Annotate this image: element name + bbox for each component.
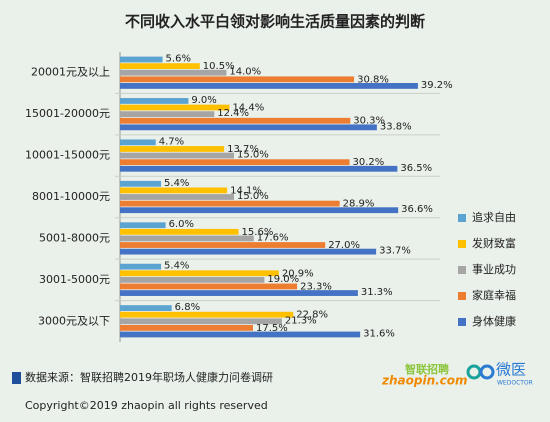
legend-label: 家庭幸福 (472, 288, 516, 302)
bar (120, 146, 225, 152)
chart-title: 不同收入水平白领对影响生活质量因素的判断 (125, 13, 425, 31)
bar (120, 283, 298, 290)
bar (120, 207, 399, 214)
value-label: 23.3% (300, 281, 332, 292)
logo2-en: WEDOCTOR (497, 380, 533, 387)
legend-swatch (458, 214, 466, 222)
bar (120, 228, 239, 235)
bar (120, 56, 163, 63)
value-label: 39.2% (421, 80, 453, 91)
value-label: 19.0% (267, 274, 299, 285)
bar (120, 83, 418, 89)
value-label: 5.4% (164, 261, 189, 272)
logo-en: zhaopin.com (381, 374, 468, 388)
value-label: 5.4% (164, 178, 189, 189)
value-label: 17.6% (257, 232, 289, 243)
bar (120, 222, 166, 229)
bar (120, 76, 355, 83)
value-label: 9.0% (191, 95, 216, 106)
bar (120, 152, 234, 159)
value-label: 15.6% (242, 227, 274, 238)
category-label: 15001-20000元 (25, 107, 110, 120)
logo-icon (479, 364, 495, 380)
value-label: 14.1% (230, 185, 262, 196)
value-label: 31.6% (363, 328, 395, 339)
value-label: 4.7% (159, 136, 184, 147)
copyright: Copyright©2019 zhaopin all rights reserv… (25, 399, 268, 412)
bar (120, 104, 230, 111)
legend-label: 追求自由 (472, 210, 516, 224)
bar (120, 242, 326, 248)
category-label: 10001-15000元 (25, 149, 110, 162)
value-label: 6.0% (169, 219, 194, 230)
bar (120, 98, 189, 104)
value-label: 14.4% (232, 103, 264, 114)
value-label: 21.3% (285, 315, 317, 326)
source: 数据来源：智联招聘2019年职场人健康力问卷调研 (25, 370, 273, 384)
bar (120, 194, 234, 200)
value-label: 28.9% (343, 199, 375, 210)
value-label: 36.6% (401, 204, 433, 215)
legend-swatch (458, 292, 466, 300)
legend-label: 身体健康 (472, 314, 516, 328)
bar (120, 276, 265, 283)
value-label: 36.5% (400, 163, 432, 174)
value-label: 27.0% (328, 240, 360, 251)
value-label: 5.6% (166, 54, 191, 65)
value-label: 14.0% (229, 67, 261, 78)
value-label: 17.5% (256, 323, 288, 334)
legend-label: 事业成功 (472, 263, 516, 276)
bar (120, 139, 156, 146)
value-label: 22.8% (296, 310, 328, 321)
value-label: 30.8% (357, 74, 389, 85)
bar (120, 324, 253, 331)
bar (120, 180, 162, 187)
value-label: 6.8% (175, 302, 200, 313)
value-label: 15.0% (237, 191, 269, 202)
value-label: 20.9% (282, 268, 314, 279)
category-label: 3001-5000元 (39, 273, 110, 286)
bar (120, 159, 350, 166)
value-label: 12.4% (217, 108, 249, 119)
bar (120, 248, 377, 255)
category-label: 3000元及以下 (38, 314, 110, 327)
value-label: 30.2% (353, 157, 385, 168)
bar (120, 111, 215, 118)
bar (120, 165, 398, 172)
bar (120, 63, 200, 70)
value-label: 30.3% (353, 116, 385, 127)
logo-cn: 智联招聘 (405, 362, 449, 376)
bar (120, 124, 377, 131)
category-label: 8001-10000元 (32, 190, 110, 203)
source-marker (12, 372, 21, 384)
legend-swatch (458, 318, 466, 326)
category-label: 5001-8000元 (39, 231, 110, 244)
value-label: 13.7% (227, 144, 259, 155)
logo2-cn: 微医 (496, 361, 526, 379)
value-label: 15.0% (237, 150, 269, 161)
value-label: 33.7% (379, 246, 411, 257)
logo-icon (466, 364, 482, 380)
bar (120, 235, 254, 242)
bar (120, 311, 294, 318)
value-label: 33.8% (380, 121, 412, 132)
value-label: 10.5% (203, 61, 235, 72)
legend-label: 发财致富 (472, 236, 516, 250)
category-label: 20001元及以上 (31, 66, 110, 79)
bar (120, 117, 351, 124)
bar (120, 318, 282, 325)
bar (120, 263, 162, 270)
value-label: 31.3% (361, 287, 393, 298)
bar (120, 331, 361, 338)
bar (120, 305, 172, 311)
legend-swatch (458, 266, 466, 274)
bar (120, 290, 358, 296)
bar (120, 69, 227, 76)
bar (120, 200, 340, 207)
bar (120, 187, 228, 194)
legend-swatch (458, 240, 466, 248)
bar (120, 270, 279, 277)
